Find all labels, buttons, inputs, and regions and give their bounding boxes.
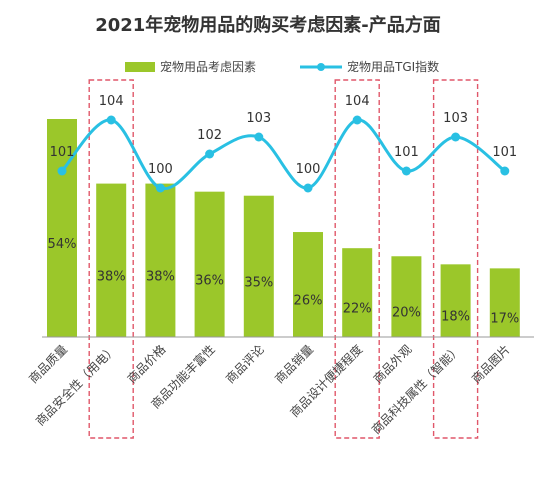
bar-value-label: 38%: [146, 269, 175, 284]
tgi-value-label: 101: [394, 145, 419, 160]
highlight-box: [334, 79, 380, 439]
bar: [391, 256, 422, 337]
x-tick-label: 商品图片: [468, 342, 513, 387]
tgi-point: [500, 166, 510, 176]
bar-value-label: 35%: [244, 275, 273, 290]
highlight-box: [432, 79, 479, 439]
bar: [342, 248, 373, 337]
tgi-value-label: 103: [443, 111, 468, 126]
tgi-point: [352, 115, 362, 125]
chart-title: 2021年宠物用品的购买考虑因素-产品方面: [95, 14, 441, 36]
bar-value-label: 26%: [294, 294, 323, 309]
tgi-value-label: 103: [246, 111, 271, 126]
bar: [243, 195, 274, 337]
tgi-value-label: 101: [492, 145, 517, 160]
tgi-line-path: [60, 118, 506, 191]
bar: [489, 268, 520, 337]
x-tick-label: 商品销量: [272, 342, 317, 387]
highlight-boxes: [88, 79, 479, 439]
legend-line-marker: [317, 63, 325, 71]
tgi-point: [106, 115, 116, 125]
bar-value-label: 17%: [490, 312, 519, 327]
bar: [440, 264, 471, 337]
tgi-value-label: 102: [197, 128, 222, 143]
bar: [145, 183, 176, 337]
x-tick-label: 商品安全性（用电）: [32, 342, 119, 429]
tgi-point: [401, 166, 411, 176]
bar: [293, 232, 323, 337]
tgi-value-label: 100: [296, 162, 321, 177]
tgi-value-label: 104: [99, 94, 124, 109]
x-tick-label: 商品外观: [370, 342, 415, 387]
bar-value-label: 38%: [97, 269, 126, 284]
tgi-point: [57, 166, 67, 176]
bars: 54% 38% 38% 36% 35% 26% 22% 20% 18% 17%: [47, 119, 520, 337]
bar: [96, 183, 127, 337]
tgi-point: [254, 132, 264, 142]
tgi-line: 101 104 100 102 103 100 104 101 103 101: [50, 94, 517, 193]
bar-value-label: 18%: [441, 310, 470, 325]
legend-line-label: 宠物用品TGI指数: [347, 59, 439, 74]
bar: [194, 191, 225, 337]
tgi-point: [303, 183, 313, 193]
tgi-point: [451, 132, 461, 142]
tgi-point: [155, 183, 165, 193]
x-tick-label: 商品质量: [26, 342, 71, 387]
tgi-value-label: 101: [50, 145, 75, 160]
tgi-point: [205, 149, 215, 159]
bar-value-label: 22%: [343, 302, 372, 317]
legend: 宠物用品考虑因素 宠物用品TGI指数: [125, 59, 439, 74]
x-tick-label: 商品价格: [124, 342, 169, 387]
bar-value-label: 20%: [392, 306, 421, 321]
x-tick-label: 商品评论: [222, 342, 267, 387]
x-tick-label: 商品科技属性（智能）: [368, 342, 463, 437]
bar-value-label: 54%: [48, 237, 77, 252]
tgi-value-label: 100: [148, 162, 173, 177]
highlight-box: [88, 79, 134, 439]
bar-value-label: 36%: [195, 273, 224, 288]
tgi-value-label: 104: [345, 94, 370, 109]
legend-bar-label: 宠物用品考虑因素: [160, 59, 256, 74]
legend-bar-swatch: [125, 62, 155, 72]
